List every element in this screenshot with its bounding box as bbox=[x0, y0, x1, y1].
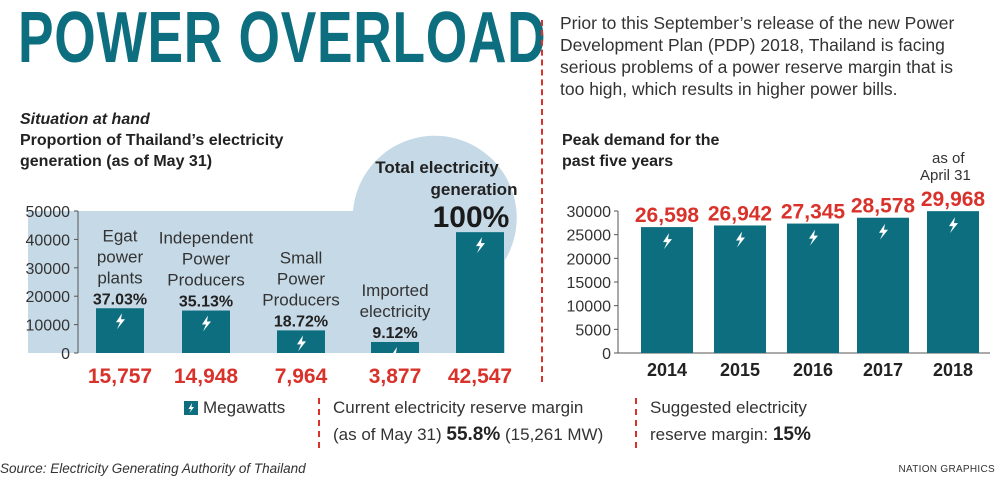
bar-2017 bbox=[857, 217, 909, 353]
suggested-value: 15% bbox=[772, 424, 811, 445]
y-tick-label: 25000 bbox=[567, 228, 612, 245]
reserve-line1: Current electricity reserve margin bbox=[333, 398, 584, 417]
left-kicker: Situation at hand bbox=[20, 111, 150, 128]
legend-unit: Megawatts bbox=[184, 398, 285, 418]
highlight-blob bbox=[28, 135, 517, 353]
generation-chart: 0 10000 20000 30000 40000 50000 15,757 Egat pow… bbox=[26, 135, 518, 388]
right-note-line2: April 31 bbox=[920, 167, 971, 184]
section-divider bbox=[541, 20, 543, 382]
left-heading-line1: Proportion of Thailand’s electricity bbox=[20, 132, 284, 149]
category-label: Power bbox=[182, 250, 231, 269]
generation-y-axis: 0 10000 20000 30000 40000 50000 bbox=[26, 204, 79, 363]
right-note-line1: as of bbox=[932, 150, 965, 167]
value-label: 29,968 bbox=[921, 188, 986, 211]
x-tick-label: 2017 bbox=[863, 360, 903, 380]
reserve-value: 55.8% bbox=[446, 424, 501, 445]
value-label: 26,942 bbox=[708, 202, 772, 225]
bar-2 bbox=[182, 310, 230, 353]
category-label: Producers bbox=[262, 290, 339, 309]
bolt-icon bbox=[736, 231, 745, 248]
percent-label: 35.13% bbox=[179, 294, 233, 311]
graphics-credit: NATION GRAPHICS bbox=[898, 464, 995, 475]
bolt-icon bbox=[476, 237, 485, 254]
category-label: generation bbox=[431, 180, 518, 199]
category-label: power bbox=[97, 247, 144, 266]
highlight-blob-shape bbox=[28, 135, 517, 353]
bolt-icon bbox=[949, 217, 958, 234]
bar-2018 bbox=[927, 211, 979, 353]
bolt-icon bbox=[184, 401, 198, 415]
value-label: 27,345 bbox=[781, 201, 846, 224]
y-tick-label: 30000 bbox=[567, 204, 612, 221]
bolt-icon bbox=[663, 233, 672, 250]
y-tick-label: 10000 bbox=[567, 299, 612, 316]
y-tick-label: 30000 bbox=[26, 261, 71, 278]
intro-text: Prior to this September’s release of the… bbox=[560, 13, 955, 99]
category-label: Independent bbox=[159, 229, 254, 248]
bolt-icon bbox=[809, 229, 818, 246]
category-label: electricity bbox=[360, 302, 431, 321]
bar-2014 bbox=[641, 227, 693, 353]
category-label: plants bbox=[97, 268, 142, 287]
x-tick-label: 2015 bbox=[720, 360, 760, 380]
bolt-icon bbox=[116, 313, 125, 330]
suggested-line1: Suggested electricity bbox=[650, 398, 807, 417]
y-tick-label: 40000 bbox=[26, 232, 71, 249]
category-label: Producers bbox=[167, 271, 244, 290]
left-heading-line2: generation (as of May 31) bbox=[20, 153, 213, 170]
value-label: 14,948 bbox=[174, 365, 239, 388]
bar-4 bbox=[371, 341, 419, 353]
reserve-line2: (as of May 31) 55.8% (15,261 MW) bbox=[333, 424, 603, 446]
y-tick-label: 20000 bbox=[26, 289, 71, 306]
category-label: Small bbox=[280, 248, 323, 267]
value-label: 15,757 bbox=[88, 365, 152, 388]
suggested-prefix: reserve margin: bbox=[650, 425, 769, 444]
suggested-line2: reserve margin: 15% bbox=[650, 424, 811, 446]
source-note: Source: Electricity Generating Authority… bbox=[0, 461, 306, 476]
y-tick-label: 50000 bbox=[26, 204, 71, 221]
y-tick-label: 15000 bbox=[567, 275, 612, 292]
y-tick-label: 10000 bbox=[26, 318, 71, 335]
category-label: Egat bbox=[103, 226, 138, 245]
y-tick-label: 0 bbox=[602, 346, 611, 363]
peak-y-axis: 0 5000 10000 15000 20000 25000 30000 bbox=[567, 204, 990, 363]
value-label: 42,547 bbox=[448, 365, 512, 388]
right-heading-line1: Peak demand for the bbox=[562, 132, 720, 149]
bar-2016 bbox=[787, 223, 839, 353]
legend-divider-2 bbox=[635, 398, 637, 448]
legend-unit-label: Megawatts bbox=[203, 398, 286, 417]
value-label: 26,598 bbox=[635, 204, 700, 227]
category-label: Power bbox=[277, 269, 326, 288]
value-label: 28,578 bbox=[851, 195, 916, 218]
percent-label: 37.03% bbox=[93, 291, 147, 308]
right-heading-line2: past five years bbox=[562, 153, 674, 170]
category-label: Total electricity bbox=[375, 158, 499, 177]
percent-label: 100% bbox=[433, 201, 510, 234]
bar-1 bbox=[96, 308, 144, 353]
reserve-prefix: (as of May 31) bbox=[333, 425, 442, 444]
bolt-icon bbox=[297, 335, 306, 352]
bar-2015 bbox=[714, 225, 766, 353]
percent-label: 18.72% bbox=[274, 313, 328, 330]
x-tick-label: 2018 bbox=[933, 360, 973, 380]
category-label: Imported bbox=[361, 281, 428, 300]
bolt-icon bbox=[202, 315, 211, 332]
percent-label: 9.12% bbox=[372, 325, 417, 342]
y-tick-label: 0 bbox=[61, 346, 70, 363]
y-tick-label: 5000 bbox=[575, 322, 611, 339]
value-label: 7,964 bbox=[275, 365, 328, 388]
bar-5 bbox=[456, 232, 504, 353]
main-title: POWER OVERLOAD bbox=[18, 0, 547, 78]
y-tick-label: 20000 bbox=[567, 251, 612, 268]
bolt-icon bbox=[879, 223, 888, 240]
x-tick-label: 2014 bbox=[647, 360, 687, 380]
reserve-mw: (15,261 MW) bbox=[505, 425, 604, 444]
peak-demand-chart: 0 5000 10000 15000 20000 25000 30000 26,598 201… bbox=[567, 188, 990, 380]
legend-divider-1 bbox=[318, 398, 320, 448]
value-label: 3,877 bbox=[369, 365, 422, 388]
bolt-icon bbox=[391, 346, 400, 363]
x-tick-label: 2016 bbox=[793, 360, 833, 380]
